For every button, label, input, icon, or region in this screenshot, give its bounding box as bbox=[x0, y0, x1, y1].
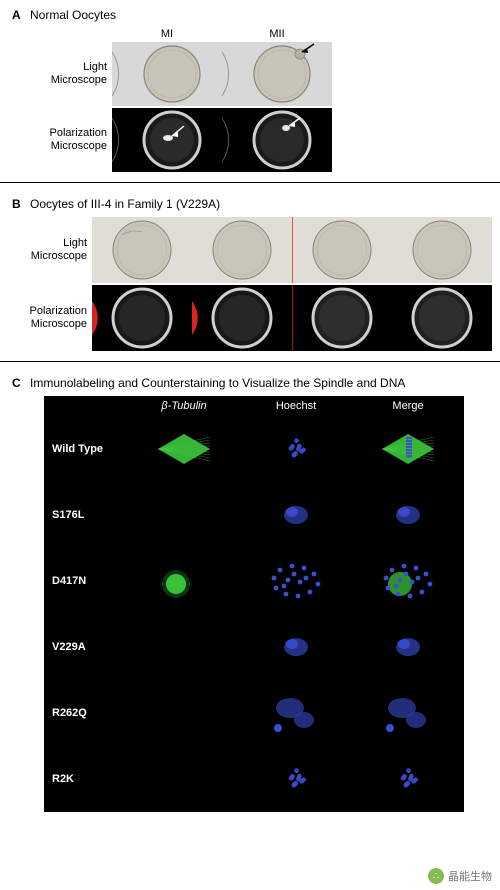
panel-a-col-labels: MI MII bbox=[112, 28, 332, 42]
panel-b-row-lm: LightMicroscope bbox=[92, 217, 492, 283]
panel-c-cell-hoechst bbox=[240, 614, 352, 680]
panel-c-col-labels: β-Tubulin Hoechst Merge bbox=[44, 396, 464, 416]
panel-c-cell-hoechst bbox=[240, 416, 352, 482]
panel-c-rowlabel: S176L bbox=[44, 482, 128, 548]
panel-a-grid: MI MII LightMicroscope bbox=[112, 28, 332, 172]
panel-b-row-lm-label: LightMicroscope bbox=[12, 237, 87, 263]
panel-a-pol-MI bbox=[112, 108, 222, 172]
panel-b-pol-3 bbox=[292, 285, 392, 351]
panel-c-row-V229A: V229A bbox=[44, 614, 464, 680]
panel-a-row-lm: LightMicroscope bbox=[112, 42, 332, 106]
panel-c-cell-hoechst bbox=[240, 548, 352, 614]
panel-c-letter: C bbox=[12, 376, 21, 390]
panel-a: A Normal Oocytes MI MII LightMicroscope bbox=[0, 0, 500, 178]
panel-c-cell-hoechst bbox=[240, 482, 352, 548]
panel-c-cell-merge bbox=[352, 746, 464, 812]
panel-c-container: β-Tubulin Hoechst Merge Wild TypeS176LD4… bbox=[44, 396, 464, 812]
panel-a-col-MI: MI bbox=[112, 28, 222, 42]
panel-b-pol-4 bbox=[392, 285, 492, 351]
panel-c-cell-merge bbox=[352, 482, 464, 548]
panel-c-cell-hoechst bbox=[240, 680, 352, 746]
panel-c-rowlabel: Wild Type bbox=[44, 416, 128, 482]
panel-a-pol-MII bbox=[222, 108, 332, 172]
panel-c-cell-merge bbox=[352, 416, 464, 482]
panel-c-header: C Immunolabeling and Counterstaining to … bbox=[12, 376, 488, 390]
panel-c-title: Immunolabeling and Counterstaining to Vi… bbox=[30, 376, 405, 390]
panel-b-header: B Oocytes of III-4 in Family 1 (V229A) bbox=[12, 197, 488, 211]
panel-a-lm-MI bbox=[112, 42, 222, 106]
panel-c-col-hoechst: Hoechst bbox=[240, 396, 352, 416]
divider-bc bbox=[0, 361, 500, 362]
panel-a-row-pol-label: PolarizationMicroscope bbox=[12, 127, 107, 153]
panel-a-col-MII: MII bbox=[222, 28, 332, 42]
panel-b-lm-2 bbox=[192, 217, 292, 283]
watermark-icon: ∴ bbox=[428, 868, 444, 884]
panel-a-header: A Normal Oocytes bbox=[12, 8, 488, 22]
panel-c-rowlabel: V229A bbox=[44, 614, 128, 680]
panel-b-lm-1 bbox=[92, 217, 192, 283]
panel-c-row-D417N: D417N bbox=[44, 548, 464, 614]
watermark: ∴ 晶能生物 bbox=[428, 868, 492, 884]
panel-b: B Oocytes of III-4 in Family 1 (V229A) L… bbox=[0, 191, 500, 357]
panel-b-pol-1 bbox=[92, 285, 192, 351]
panel-b-pol-2 bbox=[192, 285, 292, 351]
panel-a-lm-MII bbox=[222, 42, 332, 106]
panel-b-lm-4 bbox=[392, 217, 492, 283]
panel-a-row-lm-label: LightMicroscope bbox=[12, 61, 107, 87]
panel-c-row-Wild-Type: Wild Type bbox=[44, 416, 464, 482]
panel-c-cell-tubulin bbox=[128, 746, 240, 812]
panel-c-col-tubulin: β-Tubulin bbox=[128, 396, 240, 416]
watermark-text: 晶能生物 bbox=[448, 868, 492, 884]
panel-b-title: Oocytes of III-4 in Family 1 (V229A) bbox=[30, 197, 220, 211]
divider-ab bbox=[0, 182, 500, 183]
panel-c: C Immunolabeling and Counterstaining to … bbox=[0, 370, 500, 816]
panel-c-row-S176L: S176L bbox=[44, 482, 464, 548]
panel-c-cell-merge bbox=[352, 614, 464, 680]
panel-a-title: Normal Oocytes bbox=[30, 8, 116, 22]
panel-c-row-R262Q: R262Q bbox=[44, 680, 464, 746]
panel-c-cell-tubulin bbox=[128, 416, 240, 482]
panel-b-grid: LightMicroscope bbox=[92, 217, 492, 351]
panel-a-row-pol: PolarizationMicroscope bbox=[112, 108, 332, 172]
panel-c-cell-tubulin bbox=[128, 548, 240, 614]
panel-b-row-pol: PolarizationMicroscope bbox=[92, 285, 492, 351]
panel-c-row-R2K: R2K bbox=[44, 746, 464, 812]
panel-c-rowlabel: R2K bbox=[44, 746, 128, 812]
panel-b-letter: B bbox=[12, 197, 21, 211]
panel-c-col-merge: Merge bbox=[352, 396, 464, 416]
panel-c-cell-merge bbox=[352, 548, 464, 614]
panel-b-row-pol-label: PolarizationMicroscope bbox=[12, 305, 87, 331]
panel-c-cell-tubulin bbox=[128, 614, 240, 680]
panel-c-cell-merge bbox=[352, 680, 464, 746]
panel-a-letter: A bbox=[12, 8, 21, 22]
panel-c-rowlabel: D417N bbox=[44, 548, 128, 614]
panel-c-cell-hoechst bbox=[240, 746, 352, 812]
panel-c-cell-tubulin bbox=[128, 680, 240, 746]
panel-c-rowlabel: R262Q bbox=[44, 680, 128, 746]
panel-c-cell-tubulin bbox=[128, 482, 240, 548]
panel-b-lm-3 bbox=[292, 217, 392, 283]
